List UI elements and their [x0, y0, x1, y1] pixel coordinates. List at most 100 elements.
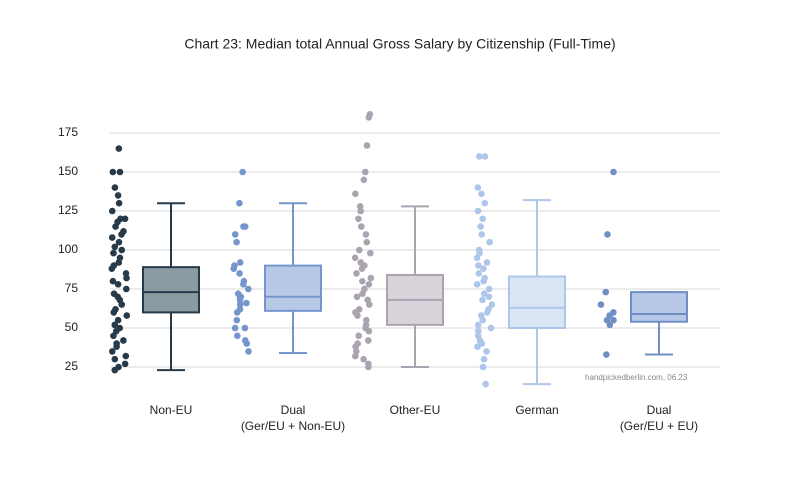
point [479, 215, 486, 223]
point [362, 231, 370, 238]
point [233, 316, 241, 324]
point [236, 199, 243, 207]
point [475, 270, 483, 277]
point [476, 153, 483, 160]
point [112, 223, 119, 230]
point [110, 249, 117, 257]
point [361, 168, 369, 176]
point [485, 293, 493, 301]
point [239, 168, 246, 176]
point [366, 301, 373, 308]
point [359, 277, 366, 285]
point [243, 299, 250, 307]
point [367, 274, 375, 282]
point [365, 363, 372, 371]
point [477, 223, 484, 230]
point [243, 340, 251, 347]
y-tick-label: 25 [65, 359, 79, 373]
point [122, 352, 130, 360]
point [113, 343, 120, 351]
point [114, 192, 122, 199]
point [233, 309, 241, 316]
point [110, 309, 118, 316]
point [121, 215, 129, 223]
point [606, 321, 614, 329]
point [473, 281, 481, 288]
point [480, 355, 488, 363]
point [355, 332, 362, 340]
point [480, 277, 487, 285]
point [118, 246, 126, 254]
point [111, 355, 119, 363]
point [110, 332, 117, 340]
point [353, 270, 360, 277]
point [244, 285, 252, 293]
point [488, 301, 496, 308]
point [358, 265, 366, 273]
point [478, 231, 486, 238]
box [142, 266, 200, 314]
y-tick-label: 50 [65, 320, 79, 334]
point [118, 231, 125, 238]
point [240, 281, 247, 288]
box [508, 275, 566, 329]
point [483, 259, 491, 266]
point [115, 238, 123, 246]
y-tick-label: 125 [58, 203, 78, 217]
point [367, 249, 374, 257]
point [357, 223, 365, 230]
point [236, 301, 244, 308]
point [478, 190, 485, 198]
point [233, 238, 240, 246]
point [108, 207, 116, 215]
point [473, 254, 481, 262]
point [114, 281, 122, 288]
point [610, 316, 617, 324]
point [234, 332, 241, 340]
point [109, 277, 117, 285]
chart-title: Chart 23: Median total Annual Gross Sala… [184, 36, 615, 52]
point [359, 290, 366, 297]
point [475, 327, 482, 335]
point [108, 234, 116, 241]
point [111, 321, 119, 329]
point [245, 348, 252, 355]
x-tick-label: Dual (Ger/EU + EU) [619, 403, 699, 433]
point [109, 168, 117, 176]
point [122, 285, 130, 293]
point [483, 348, 490, 355]
point [120, 337, 127, 344]
point [363, 316, 370, 324]
y-tick-label: 175 [58, 125, 78, 139]
point [111, 366, 119, 374]
point [602, 288, 610, 296]
x-tick-label: Non-EU [149, 403, 193, 417]
point [474, 343, 481, 351]
point [352, 190, 359, 198]
x-tick-label: Other-EU [389, 403, 441, 417]
point [482, 380, 489, 388]
point [351, 254, 359, 262]
point [236, 270, 243, 277]
point [121, 360, 129, 368]
point [603, 351, 610, 358]
point [116, 168, 124, 176]
point [111, 184, 119, 191]
point [365, 281, 373, 288]
point [474, 184, 482, 191]
point [604, 231, 611, 238]
point [474, 207, 482, 215]
y-tick-label: 75 [65, 281, 79, 295]
point [365, 327, 373, 335]
x-tick-label: Dual (Ger/EU + Non-EU) [240, 403, 346, 433]
point [123, 274, 130, 282]
point [115, 199, 123, 207]
point [230, 265, 238, 273]
point [485, 285, 493, 293]
point [610, 168, 617, 176]
point [480, 265, 487, 273]
point [363, 142, 371, 149]
point [114, 316, 122, 324]
point [240, 223, 247, 230]
x-tick-label: German [515, 403, 559, 417]
